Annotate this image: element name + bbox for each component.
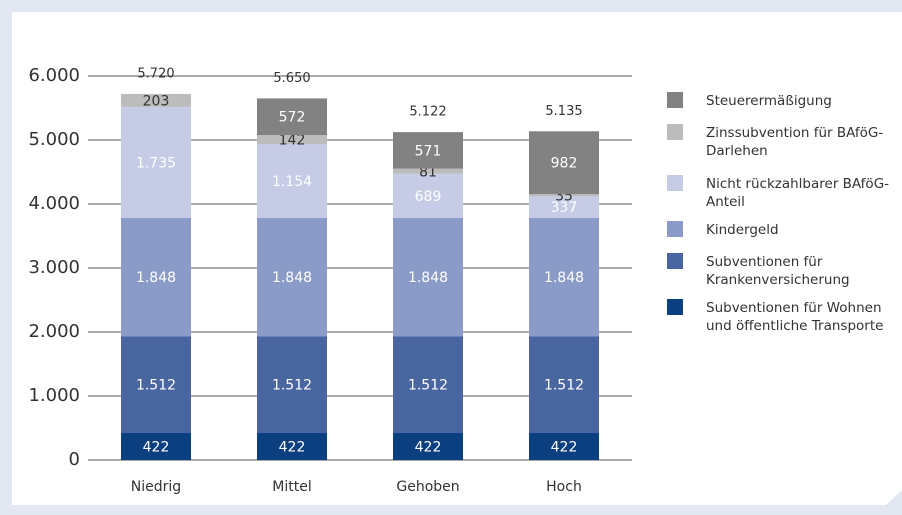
legend-swatch bbox=[667, 92, 683, 108]
bar-segment bbox=[257, 135, 327, 145]
data-label: 572 bbox=[279, 110, 306, 126]
legend-entry: Zinssubvention für BAföG-Darlehen bbox=[667, 124, 896, 160]
bar-segment bbox=[257, 217, 327, 337]
data-label: 203 bbox=[143, 93, 170, 109]
bar-segment bbox=[121, 93, 191, 107]
y-tick-label: 6.000 bbox=[28, 65, 80, 86]
total-label: 5.650 bbox=[273, 71, 310, 86]
x-tick-label: Mittel bbox=[272, 479, 311, 495]
bar-segment bbox=[121, 217, 191, 337]
legend-swatch bbox=[667, 299, 683, 315]
y-tick-label: 2.000 bbox=[28, 321, 80, 342]
bar-segment bbox=[257, 98, 327, 136]
y-tick-label: 5.000 bbox=[28, 129, 80, 150]
data-label: 689 bbox=[415, 189, 442, 205]
bar-segment bbox=[257, 336, 327, 433]
data-label: 1.848 bbox=[544, 270, 584, 286]
data-label: 1.154 bbox=[272, 174, 312, 190]
legend-label: Steuerermäßigung bbox=[706, 93, 832, 109]
legend-entry: Subventionen für Krankenversicherung bbox=[667, 253, 896, 289]
legend-label: Kindergeld bbox=[706, 222, 779, 238]
bar-segment bbox=[121, 106, 191, 218]
legend-swatch bbox=[667, 221, 683, 237]
legend-label: Zinssubvention für BAföG-Darlehen bbox=[706, 125, 884, 159]
data-label: 571 bbox=[415, 143, 442, 159]
y-tick-label: 3.000 bbox=[28, 257, 80, 278]
legend-entry: Kindergeld bbox=[667, 221, 896, 239]
bar-segment bbox=[393, 217, 463, 337]
data-label: 422 bbox=[279, 439, 306, 455]
total-label: 5.122 bbox=[409, 105, 446, 120]
legend-entry: Nicht rückzahlbarer BAföG-Anteil bbox=[667, 175, 896, 211]
bar-segment bbox=[529, 217, 599, 337]
data-label: 1.848 bbox=[408, 270, 448, 286]
data-label: 1.512 bbox=[408, 378, 448, 394]
legend-label: Subventionen für Krankenversicherung bbox=[706, 254, 850, 288]
x-tick-label: Hoch bbox=[546, 479, 582, 495]
data-label: 337 bbox=[551, 200, 578, 216]
bar-segment bbox=[393, 173, 463, 218]
bar-segment bbox=[121, 336, 191, 433]
data-label: 1.512 bbox=[272, 378, 312, 394]
bar-segment bbox=[121, 432, 191, 460]
total-label: 5.135 bbox=[545, 104, 582, 119]
bar-segment bbox=[529, 131, 599, 195]
bar-segment bbox=[393, 336, 463, 433]
data-label: 422 bbox=[143, 439, 170, 455]
data-label: 1.512 bbox=[136, 378, 176, 394]
x-tick-label: Gehoben bbox=[396, 479, 459, 495]
legend-swatch bbox=[667, 253, 683, 269]
data-label: 422 bbox=[415, 439, 442, 455]
data-label: 1.735 bbox=[136, 155, 176, 171]
bar-segment bbox=[393, 432, 463, 460]
bar-segment bbox=[257, 432, 327, 460]
bar-segment bbox=[393, 168, 463, 174]
y-tick-label: 4.000 bbox=[28, 193, 80, 214]
legend-entry: Subventionen für Wohnen und öffentliche … bbox=[667, 299, 896, 335]
data-label: 982 bbox=[551, 156, 578, 172]
bar-segment bbox=[529, 194, 599, 197]
bar-segment bbox=[529, 432, 599, 460]
bar-segment bbox=[529, 196, 599, 218]
data-label: 1.848 bbox=[136, 270, 176, 286]
total-label: 5.720 bbox=[137, 66, 174, 81]
bar-segment bbox=[257, 144, 327, 218]
legend-entry: Steuerermäßigung bbox=[667, 92, 896, 110]
bar-segment bbox=[393, 132, 463, 169]
legend-swatch bbox=[667, 175, 683, 191]
data-label: 422 bbox=[551, 439, 578, 455]
y-tick-label: 1.000 bbox=[28, 385, 80, 406]
data-label: 1.848 bbox=[272, 270, 312, 286]
x-tick-label: Niedrig bbox=[131, 479, 181, 495]
y-tick-label: 0 bbox=[69, 449, 80, 470]
bar-segment bbox=[529, 336, 599, 433]
legend-swatch bbox=[667, 124, 683, 140]
data-label: 142 bbox=[279, 133, 306, 149]
data-label: 1.512 bbox=[544, 378, 584, 394]
legend-label: Subventionen für Wohnen und öffentliche … bbox=[706, 300, 884, 334]
legend-label: Nicht rückzahlbarer BAföG-Anteil bbox=[706, 176, 890, 210]
